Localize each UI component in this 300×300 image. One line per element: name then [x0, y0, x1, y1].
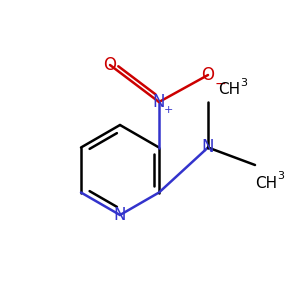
Text: +: + [163, 105, 173, 115]
Text: N: N [153, 93, 165, 111]
Text: N: N [202, 139, 214, 157]
Text: 3: 3 [240, 78, 247, 88]
Text: −: − [214, 77, 226, 91]
Text: O: O [202, 66, 214, 84]
Text: N: N [114, 206, 126, 224]
Text: CH: CH [218, 82, 240, 98]
Text: 3: 3 [277, 171, 284, 181]
Text: CH: CH [255, 176, 277, 190]
Text: O: O [103, 56, 116, 74]
